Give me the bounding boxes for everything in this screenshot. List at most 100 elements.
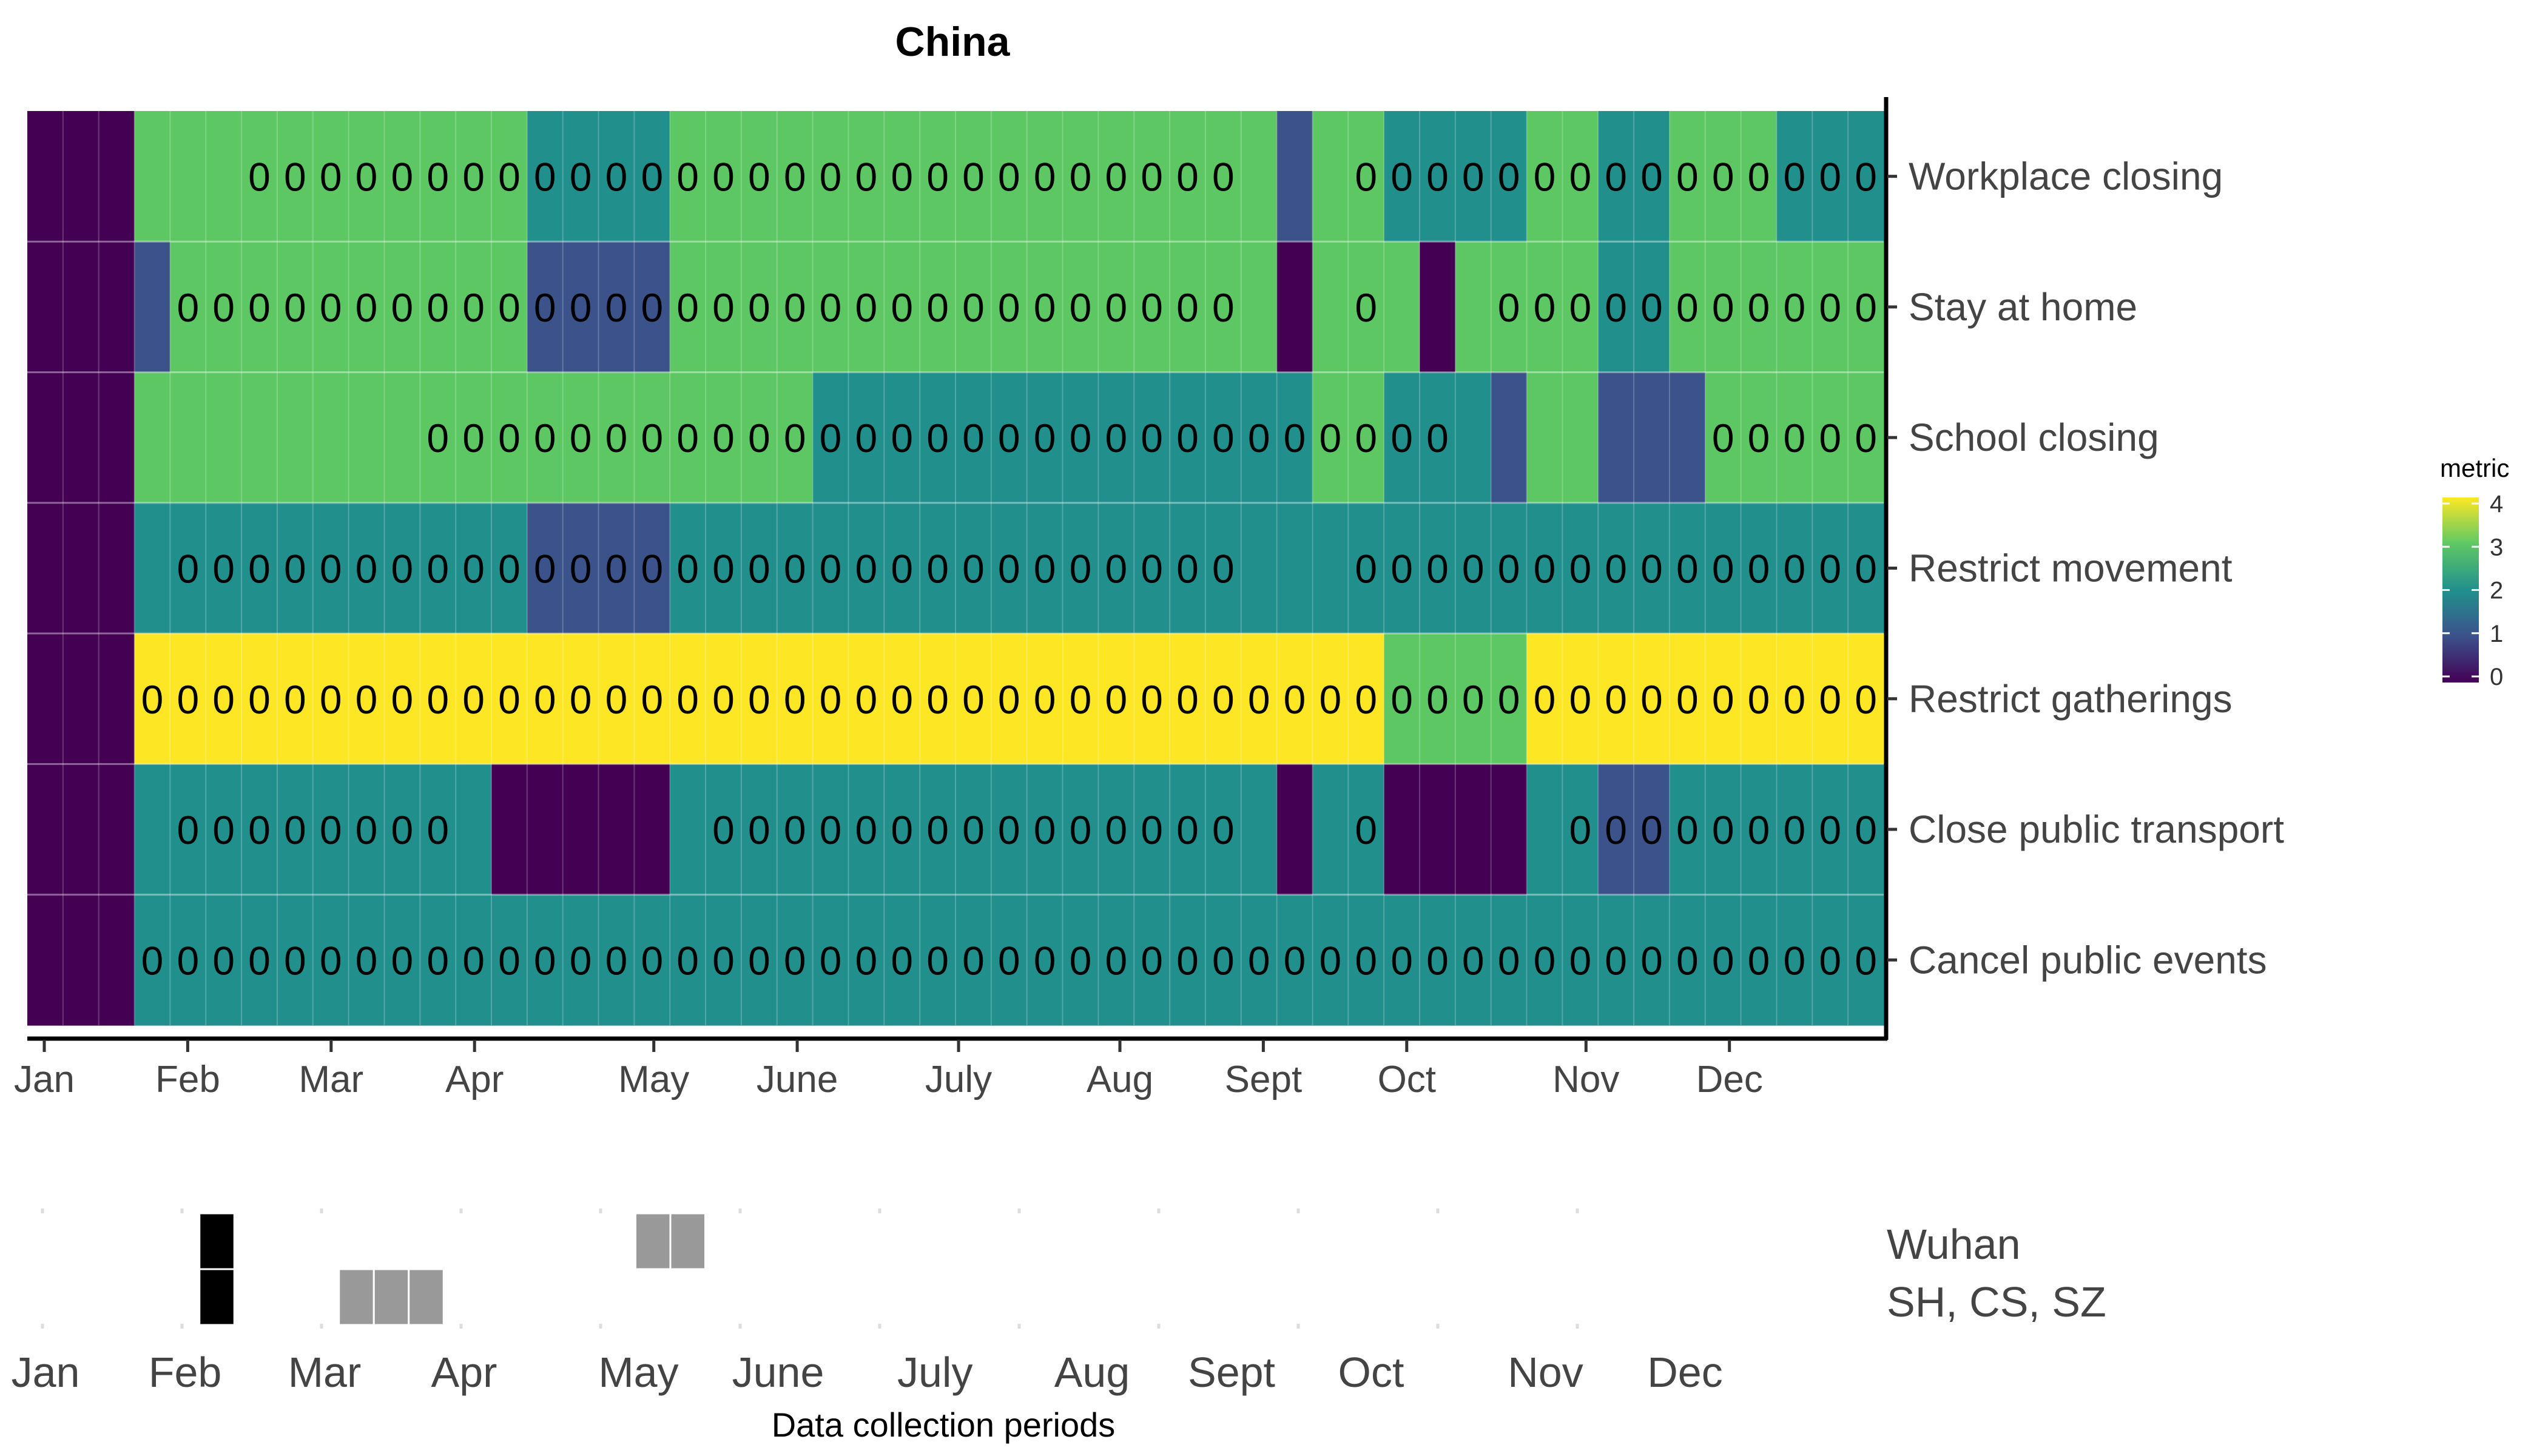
cell-label: 0 (855, 938, 878, 983)
cell-label: 0 (1355, 807, 1377, 852)
heatmap-cell (1669, 111, 1706, 242)
heatmap-cell (1348, 502, 1384, 634)
heatmap-cell (98, 241, 135, 373)
heatmap-cell (706, 111, 742, 242)
cell-label: 0 (570, 285, 592, 330)
cell-label: 0 (1498, 285, 1520, 330)
cell-label: 0 (641, 285, 663, 330)
cell-label: 0 (426, 677, 449, 722)
cell-label: 0 (1498, 938, 1520, 983)
cell-label: 0 (641, 938, 663, 983)
heatmap-cell (884, 241, 920, 373)
cell-label: 0 (676, 285, 699, 330)
heatmap-cell (1741, 894, 1778, 1026)
cell-label: 0 (891, 807, 913, 852)
cell-label: 0 (676, 416, 699, 460)
heatmap-cell (562, 633, 599, 765)
heatmap-cell (420, 111, 456, 242)
cell-label: 0 (248, 938, 271, 983)
heatmap-cell (1526, 241, 1563, 373)
cell-label: 0 (391, 285, 414, 330)
cell-label: 0 (1355, 938, 1377, 983)
heatmap-cell (777, 372, 814, 504)
heatmap-cell (456, 764, 492, 895)
heatmap-cell (1776, 241, 1813, 373)
gantt-x-tick-label: June (732, 1349, 824, 1396)
cell-label: 0 (498, 416, 521, 460)
cell-label: 0 (426, 938, 449, 983)
heatmap-cell (1526, 894, 1563, 1026)
cell-label: 0 (320, 807, 342, 852)
heatmap-cell (348, 241, 385, 373)
cell-label: 0 (1534, 155, 1556, 200)
heatmap-cell (1205, 502, 1242, 634)
cell-label: 0 (248, 547, 271, 592)
heatmap-cell (848, 633, 885, 765)
gantt-x-tick-label: Aug (1054, 1349, 1130, 1396)
heatmap-cell (384, 894, 420, 1026)
x-tick-label: Aug (1087, 1059, 1153, 1100)
heatmap-cell (527, 633, 564, 765)
heatmap-cell (1384, 372, 1420, 504)
cell-label: 0 (641, 677, 663, 722)
gantt-x-tick-label: Apr (431, 1349, 497, 1396)
cell-label: 0 (462, 677, 485, 722)
cell-label: 0 (1426, 416, 1449, 460)
heatmap-cell (1420, 111, 1456, 242)
row-label: Workplace closing (1909, 155, 2223, 198)
cell-label: 0 (891, 155, 913, 200)
cell-label: 0 (570, 677, 592, 722)
heatmap-cell (27, 894, 64, 1026)
heatmap-cell (562, 372, 599, 504)
heatmap-cell (670, 633, 706, 765)
cell-label: 0 (1105, 155, 1127, 200)
heatmap-cell (312, 111, 349, 242)
cell-label: 0 (1176, 677, 1199, 722)
heatmap-cell (1634, 111, 1670, 242)
cell-label: 0 (1105, 285, 1127, 330)
heatmap-cell (312, 894, 349, 1026)
cell-label: 0 (1212, 285, 1235, 330)
heatmap-cell (1634, 372, 1670, 504)
cell-label: 0 (498, 547, 521, 592)
heatmap-cell (562, 894, 599, 1026)
heatmap-cell (706, 372, 742, 504)
heatmap-cell (634, 372, 670, 504)
cell-label: 0 (641, 416, 663, 460)
cell-label: 0 (820, 807, 842, 852)
cell-label: 0 (1712, 285, 1734, 330)
heatmap-cell (1241, 894, 1278, 1026)
cell-label: 0 (1855, 285, 1877, 330)
x-tick-label: May (618, 1059, 689, 1100)
heatmap-cell (1598, 111, 1634, 242)
x-tick-label: July (925, 1059, 992, 1100)
heatmap-cell (920, 764, 956, 895)
cell-label: 0 (784, 285, 806, 330)
heatmap-cell (1741, 372, 1778, 504)
gantt-x-tick-label: Nov (1508, 1349, 1583, 1396)
cell-label: 0 (1855, 677, 1877, 722)
cell-label: 0 (1212, 547, 1235, 592)
heatmap-cell (598, 764, 635, 895)
cell-label: 0 (748, 807, 770, 852)
cell-label: 0 (462, 155, 485, 200)
cell-label: 0 (462, 547, 485, 592)
heatmap-cell (1526, 764, 1563, 895)
cell-label: 0 (356, 807, 378, 852)
cell-label: 0 (248, 677, 271, 722)
cell-label: 0 (926, 416, 949, 460)
heatmap-cell (1776, 111, 1813, 242)
cell-label: 0 (426, 547, 449, 592)
heatmap-cell (598, 894, 635, 1026)
heatmap-cell (27, 241, 64, 373)
heatmap-cell (1491, 502, 1528, 634)
cell-label: 0 (1248, 416, 1270, 460)
heatmap-cell (1134, 372, 1170, 504)
cell-label: 0 (1819, 938, 1841, 983)
heatmap-cell (277, 894, 314, 1026)
cell-label: 0 (962, 547, 985, 592)
heatmap-cell (491, 894, 528, 1026)
cell-label: 0 (1070, 547, 1092, 592)
cell-label: 0 (784, 416, 806, 460)
cell-label: 0 (1070, 807, 1092, 852)
